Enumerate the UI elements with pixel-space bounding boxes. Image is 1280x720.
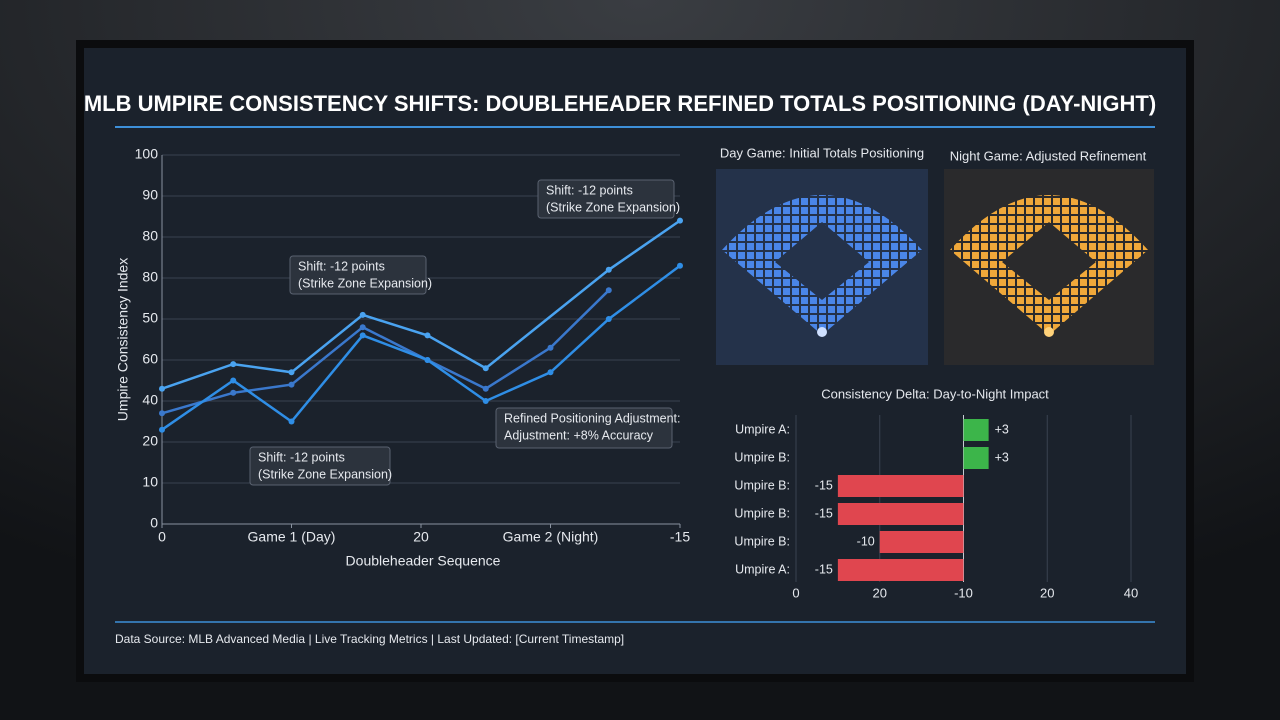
panel-title: Day Game: Initial Totals Positioning — [720, 145, 924, 160]
x-axis-label: Doubleheader Sequence — [346, 553, 501, 569]
x-tick-label: 20 — [413, 529, 429, 545]
y-tick-label: Umpire A: — [735, 562, 790, 576]
footer: Data Source: MLB Advanced Media | Live T… — [115, 632, 624, 646]
y-tick-label: Umpire B: — [734, 450, 790, 464]
bar — [879, 531, 964, 553]
point — [677, 217, 683, 224]
y-tick-label: 80 — [142, 269, 158, 285]
y-tick-label: 10 — [142, 474, 158, 490]
bar — [837, 559, 964, 581]
value-label: +3 — [995, 422, 1009, 436]
x-tick-label: 0 — [158, 529, 166, 545]
y-tick-label: Umpire B: — [734, 478, 790, 492]
home-plate — [817, 327, 827, 337]
y-tick-label: 40 — [142, 392, 158, 408]
callout-text: Adjustment: +8% Accuracy — [504, 428, 654, 442]
callout — [537, 179, 675, 219]
point — [230, 377, 237, 384]
point — [288, 369, 295, 376]
y-tick-label: 80 — [142, 228, 158, 244]
point — [359, 311, 366, 318]
point — [605, 316, 612, 322]
x-tick-label: Game 1 (Day) — [248, 529, 336, 545]
point — [159, 410, 165, 417]
y-tick-label: Umpire B: — [734, 506, 790, 520]
point — [605, 287, 612, 294]
panel-title: Night Game: Adjusted Refinement — [950, 148, 1147, 163]
point — [159, 426, 165, 433]
x-tick-label: -10 — [954, 585, 973, 600]
x-tick-label: 0 — [792, 585, 799, 600]
point — [359, 324, 366, 331]
point — [482, 398, 489, 404]
home-plate — [1044, 327, 1054, 337]
value-label: -10 — [857, 534, 875, 548]
callout-text: Shift: -12 points — [298, 259, 385, 273]
y-axis-label: Umpire Consistency Index — [115, 258, 131, 421]
x-tick-label: 40 — [1124, 585, 1138, 600]
point — [547, 369, 554, 376]
point — [230, 389, 237, 396]
callout-text: Shift: -12 points — [258, 450, 345, 464]
callout-text: (Strike Zone Expansion) — [298, 276, 432, 290]
x-tick-label: Game 2 (Night) — [503, 529, 599, 545]
point — [230, 361, 237, 368]
callout-text: (Strike Zone Expansion) — [258, 467, 392, 481]
x-tick-label: 20 — [1040, 585, 1054, 600]
point — [547, 344, 554, 351]
chart-title: Consistency Delta: Day-to-Night Impact — [821, 386, 1049, 401]
point — [424, 357, 431, 363]
point — [288, 418, 295, 425]
y-tick-label: 0 — [150, 515, 158, 531]
point — [159, 385, 165, 392]
x-tick-label: 20 — [873, 585, 887, 600]
value-label: +3 — [995, 450, 1009, 464]
title: MLB UMPIRE CONSISTENCY SHIFTS: DOUBLEHEA… — [84, 91, 1156, 116]
point — [482, 365, 489, 372]
point — [424, 332, 431, 339]
series-line — [161, 289, 610, 415]
point — [482, 385, 489, 392]
point — [677, 262, 683, 269]
field-heat — [950, 195, 1148, 335]
y-tick-label: 50 — [142, 310, 158, 326]
value-label: -15 — [815, 506, 833, 520]
y-tick-label: Umpire A: — [735, 422, 790, 436]
callout — [495, 407, 673, 449]
y-tick-label: 90 — [142, 187, 158, 203]
bar — [837, 503, 964, 525]
callout — [289, 255, 427, 295]
callout-text: (Strike Zone Expansion) — [546, 200, 680, 214]
bar — [837, 475, 964, 497]
bar — [963, 447, 989, 469]
point — [605, 266, 612, 273]
callout-text: Shift: -12 points — [546, 183, 633, 197]
point — [359, 332, 366, 339]
y-tick-label: 100 — [135, 146, 159, 162]
value-label: -15 — [815, 562, 833, 576]
y-tick-label: Umpire B: — [734, 534, 790, 548]
y-tick-label: 60 — [142, 351, 158, 367]
callout — [249, 446, 391, 486]
value-label: -15 — [815, 478, 833, 492]
point — [288, 381, 295, 388]
callout-text: Refined Positioning Adjustment: — [504, 411, 681, 425]
field-heat — [722, 195, 922, 335]
series-line — [161, 219, 681, 390]
x-tick-label: -15 — [670, 529, 690, 545]
bar — [963, 419, 989, 441]
y-tick-label: 20 — [142, 433, 158, 449]
